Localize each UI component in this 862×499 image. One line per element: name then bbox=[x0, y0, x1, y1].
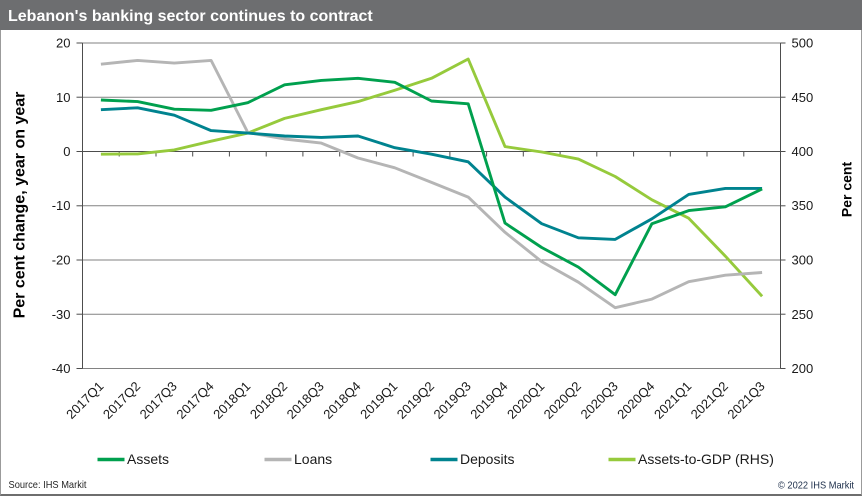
svg-text:Assets-to-GDP (RHS): Assets-to-GDP (RHS) bbox=[638, 451, 774, 467]
svg-text:350: 350 bbox=[792, 198, 814, 213]
svg-text:-30: -30 bbox=[52, 307, 71, 322]
svg-text:2017Q1: 2017Q1 bbox=[63, 379, 106, 422]
svg-text:Source: IHS Markit: Source: IHS Markit bbox=[9, 479, 87, 491]
svg-text:500: 500 bbox=[792, 36, 814, 51]
svg-text:Per cent change, year on year: Per cent change, year on year bbox=[12, 92, 29, 319]
svg-text:20: 20 bbox=[56, 36, 70, 51]
svg-text:200: 200 bbox=[792, 361, 814, 376]
svg-text:-10: -10 bbox=[52, 198, 71, 213]
svg-text:2020Q4: 2020Q4 bbox=[614, 379, 657, 422]
svg-text:© 2022 IHS Markit: © 2022 IHS Markit bbox=[778, 480, 854, 492]
svg-text:250: 250 bbox=[792, 307, 814, 322]
svg-text:Assets: Assets bbox=[127, 451, 169, 467]
svg-text:2018Q3: 2018Q3 bbox=[284, 379, 327, 422]
svg-text:2020Q3: 2020Q3 bbox=[578, 379, 621, 422]
svg-text:2017Q4: 2017Q4 bbox=[173, 379, 216, 422]
svg-text:Deposits: Deposits bbox=[460, 451, 514, 467]
svg-text:300: 300 bbox=[792, 253, 814, 268]
svg-text:10: 10 bbox=[56, 90, 70, 105]
svg-text:400: 400 bbox=[792, 144, 814, 159]
svg-text:2020Q1: 2020Q1 bbox=[504, 379, 547, 422]
svg-text:2019Q1: 2019Q1 bbox=[357, 379, 400, 422]
svg-text:Loans: Loans bbox=[294, 451, 332, 467]
svg-text:0: 0 bbox=[63, 144, 70, 159]
svg-text:2018Q1: 2018Q1 bbox=[210, 379, 253, 422]
svg-text:Per cent: Per cent bbox=[839, 162, 855, 218]
svg-text:2019Q2: 2019Q2 bbox=[394, 379, 437, 422]
svg-text:2020Q2: 2020Q2 bbox=[541, 379, 584, 422]
svg-text:2017Q2: 2017Q2 bbox=[100, 379, 143, 422]
svg-text:2021Q3: 2021Q3 bbox=[724, 379, 767, 422]
svg-text:450: 450 bbox=[792, 90, 814, 105]
svg-text:2018Q2: 2018Q2 bbox=[247, 379, 290, 422]
svg-text:2019Q4: 2019Q4 bbox=[467, 379, 510, 422]
svg-text:2017Q3: 2017Q3 bbox=[137, 379, 180, 422]
svg-text:2019Q3: 2019Q3 bbox=[431, 379, 474, 422]
svg-text:2021Q2: 2021Q2 bbox=[688, 379, 731, 422]
svg-text:-20: -20 bbox=[52, 253, 71, 268]
svg-text:2021Q1: 2021Q1 bbox=[651, 379, 694, 422]
svg-text:-40: -40 bbox=[52, 361, 71, 376]
svg-text:2018Q4: 2018Q4 bbox=[320, 379, 363, 422]
